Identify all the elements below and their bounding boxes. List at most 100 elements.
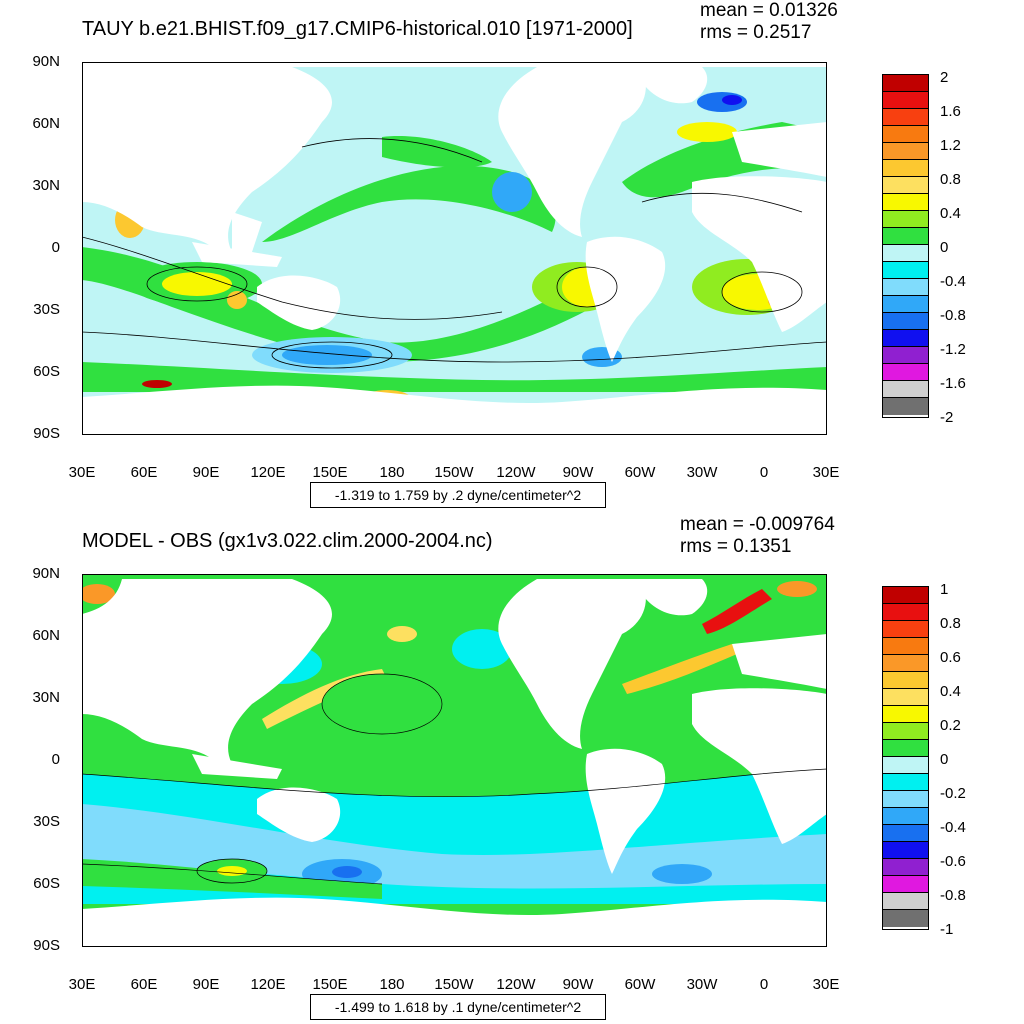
panel-title: MODEL - OBS (gx1v3.022.clim.2000-2004.nc… xyxy=(82,530,493,552)
lon-label: 90E xyxy=(192,464,220,481)
lat-label: 90N xyxy=(32,53,60,70)
colorbar-label: -0.6 xyxy=(940,853,966,870)
field-blob-california xyxy=(492,172,532,212)
colorbar-label: -0.8 xyxy=(940,307,966,324)
field-blob-south-atlantic xyxy=(652,864,712,884)
lon-label: 90W xyxy=(562,976,594,993)
colorbar-label: -0.4 xyxy=(940,819,966,836)
lon-label: 180 xyxy=(379,976,405,993)
field-blob-nordic-yellow xyxy=(677,122,737,142)
map-svg xyxy=(82,62,827,435)
panel-top: TAUY b.e21.BHIST.f09_g17.CMIP6-historica… xyxy=(32,0,966,508)
lon-label: 30E xyxy=(812,976,840,993)
field-blob-southern-core xyxy=(332,866,362,878)
lon-label: 150W xyxy=(434,976,474,993)
map-field xyxy=(82,62,827,435)
land xyxy=(82,62,827,435)
lon-label: 60W xyxy=(624,464,656,481)
lon-label: 90W xyxy=(562,464,594,481)
lon-label: 30E xyxy=(68,464,96,481)
field-blob-kerguelen-yellow xyxy=(217,866,247,876)
field-blob-south-indian-orange xyxy=(227,291,247,309)
field-blob-okhotsk xyxy=(387,626,417,642)
lon-label: 60W xyxy=(624,976,656,993)
lat-label: 90S xyxy=(33,425,60,442)
colorbar-label: 0.6 xyxy=(940,649,961,666)
field-band-pacific-tropics xyxy=(82,247,602,362)
lat-label: 30S xyxy=(33,813,60,830)
lon-label: 120W xyxy=(496,976,536,993)
field-blob-southern-blue-core xyxy=(282,345,372,365)
lat-label: 0 xyxy=(51,751,60,768)
colorbar-label: 1.6 xyxy=(940,103,961,120)
lon-label: 150W xyxy=(434,464,474,481)
colorbar-label: -1.2 xyxy=(940,341,966,358)
lat-label: 0 xyxy=(51,239,60,256)
field-blob-south-indian-yellow xyxy=(162,272,232,296)
lon-label: 0 xyxy=(759,976,769,993)
lon-label: 30E xyxy=(68,976,96,993)
map-field xyxy=(82,574,827,947)
field-southern-lightblue xyxy=(82,804,827,889)
colorbar-label: -1 xyxy=(940,921,954,938)
lon-label: 60E xyxy=(130,464,158,481)
lon-label: 120W xyxy=(496,464,536,481)
field-blob-alaska-cyan xyxy=(452,629,512,669)
lon-label: 60E xyxy=(130,976,158,993)
lon-label: 120E xyxy=(250,976,286,993)
land xyxy=(82,579,827,947)
field-band-north-pacific-inner xyxy=(382,136,492,168)
stats-block: mean = -0.009764 rms = 0.1351 xyxy=(680,514,835,558)
lat-label: 90N xyxy=(32,565,60,582)
field-blob-north-pacific-green xyxy=(322,674,442,734)
panel-title: TAUY b.e21.BHIST.f09_g17.CMIP6-historica… xyxy=(82,18,633,40)
lon-label: 30W xyxy=(686,464,718,481)
lon-label: 150E xyxy=(312,976,348,993)
lon-label: 0 xyxy=(759,464,769,481)
colorbar xyxy=(882,74,929,418)
field-band-east-greenland xyxy=(702,589,772,634)
colorbar-label: 1 xyxy=(940,581,949,598)
colorbar-label: -2 xyxy=(940,409,954,426)
lon-label: 150E xyxy=(312,464,348,481)
lon-label: 120E xyxy=(250,464,286,481)
lon-label: 90E xyxy=(192,976,220,993)
lon-label: 30E xyxy=(812,464,840,481)
colorbar-label: -0.2 xyxy=(940,785,966,802)
colorbar-label: 0.8 xyxy=(940,171,961,188)
range-label: -1.319 to 1.759 by .2 dyne/centimeter^2 xyxy=(310,482,606,508)
lat-label: 60S xyxy=(33,875,60,892)
lat-label: 60S xyxy=(33,363,60,380)
rms-text: rms = 0.2517 xyxy=(700,22,812,43)
lat-label: 90S xyxy=(33,937,60,954)
lat-label: 60N xyxy=(32,627,60,644)
mean-text: mean = 0.01326 xyxy=(700,0,838,21)
field-band-gulfstream xyxy=(622,644,737,694)
field-blob-amery xyxy=(142,380,172,388)
colorbar-label: 1.2 xyxy=(940,137,961,154)
colorbar-label: 0.4 xyxy=(940,683,961,700)
field-band-north-pacific xyxy=(262,165,556,242)
stats-block: mean = 0.01326 rms = 0.2517 xyxy=(700,0,838,44)
colorbar-label: 0.8 xyxy=(940,615,961,632)
field-band-circumpolar xyxy=(82,362,827,392)
lon-label: 180 xyxy=(379,464,405,481)
field-blob-norwegian xyxy=(777,581,817,597)
colorbar-label: 0.2 xyxy=(940,717,961,734)
lat-label: 30N xyxy=(32,177,60,194)
lat-label: 30S xyxy=(33,301,60,318)
colorbar-label: -0.4 xyxy=(940,273,966,290)
colorbar-label: -1.6 xyxy=(940,375,966,392)
map-svg xyxy=(82,574,827,947)
colorbar-label: 0 xyxy=(940,751,949,768)
rms-text: rms = 0.1351 xyxy=(680,536,792,557)
field-blob-irminger-core xyxy=(722,95,742,105)
contours xyxy=(82,138,827,369)
colorbar xyxy=(882,586,929,930)
contours xyxy=(82,673,827,885)
range-label: -1.499 to 1.618 by .1 dyne/centimeter^2 xyxy=(310,994,606,1020)
colorbar-label: 2 xyxy=(940,69,949,86)
colorbar-label: -0.8 xyxy=(940,887,966,904)
colorbar-label: 0.4 xyxy=(940,205,961,222)
mean-text: mean = -0.009764 xyxy=(680,514,835,535)
